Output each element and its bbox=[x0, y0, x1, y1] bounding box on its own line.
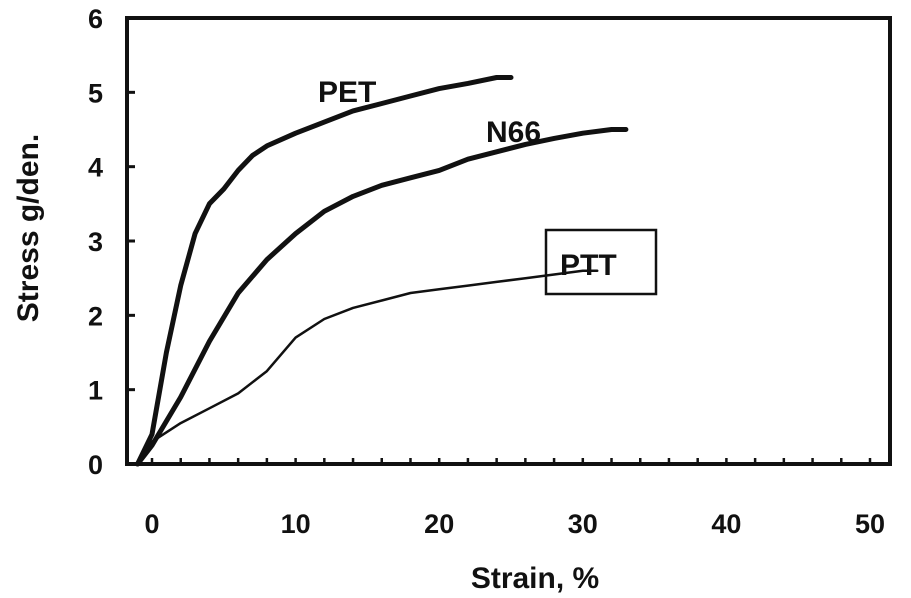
series-line-pet bbox=[135, 75, 514, 467]
y-tick-label: 1 bbox=[88, 376, 103, 406]
x-tick-label: 50 bbox=[855, 509, 885, 539]
series-line-ptt bbox=[136, 269, 599, 466]
x-tick-label: 0 bbox=[144, 509, 159, 539]
plot-frame bbox=[125, 16, 892, 466]
x-axis-ticks: 0 10 20 30 40 50 bbox=[144, 458, 885, 539]
series-layer bbox=[135, 75, 629, 467]
x-tick-label: 40 bbox=[711, 509, 741, 539]
series-label-n66: N66 bbox=[486, 116, 541, 149]
y-tick-label: 5 bbox=[88, 78, 103, 108]
y-tick-label: 4 bbox=[88, 153, 103, 183]
y-tick-label: 6 bbox=[88, 4, 103, 34]
y-axis-title: Stress g/den. bbox=[12, 134, 45, 322]
y-axis-ticks: 0 1 2 3 4 5 6 bbox=[88, 4, 135, 480]
y-tick-label: 3 bbox=[88, 227, 103, 257]
series-label-pet: PET bbox=[318, 76, 376, 109]
x-axis-title: Strain, % bbox=[471, 562, 599, 595]
x-tick-label: 30 bbox=[568, 509, 598, 539]
y-tick-label: 0 bbox=[88, 450, 103, 480]
x-tick-label: 20 bbox=[424, 509, 454, 539]
series-label-ptt: PTT bbox=[560, 249, 617, 282]
y-tick-label: 2 bbox=[88, 301, 103, 331]
x-tick-label: 10 bbox=[281, 509, 311, 539]
ptt-label-box bbox=[544, 228, 658, 296]
series-line-n66 bbox=[135, 127, 629, 467]
